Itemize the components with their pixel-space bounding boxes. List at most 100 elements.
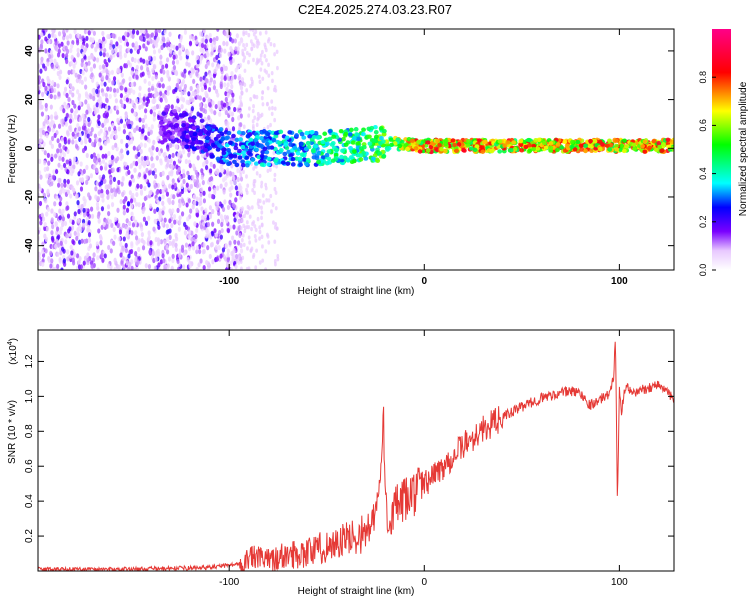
spectrogram-point bbox=[115, 41, 119, 47]
spectrogram-point bbox=[62, 152, 66, 158]
spectrogram-point bbox=[112, 76, 117, 82]
spectrogram-point bbox=[92, 252, 96, 258]
spectrogram-point bbox=[219, 214, 224, 220]
spectrogram-point bbox=[55, 195, 59, 201]
spectrogram-point bbox=[220, 74, 225, 81]
spectrogram-point bbox=[292, 145, 298, 150]
spectrogram-point bbox=[242, 43, 245, 48]
spectrogram-point bbox=[87, 232, 92, 238]
spectrogram-point bbox=[163, 29, 167, 35]
spectrogram-point bbox=[43, 150, 47, 156]
spectrogram-point bbox=[201, 161, 206, 168]
spectrogram-point bbox=[53, 58, 57, 64]
spectrogram-point bbox=[90, 72, 94, 78]
spectrogram-point bbox=[53, 201, 57, 207]
spectrogram-point bbox=[180, 132, 186, 137]
spectrogram-point bbox=[106, 86, 110, 92]
spectrogram-point bbox=[258, 31, 262, 36]
spectrogram-point bbox=[77, 171, 81, 177]
spectrogram-point bbox=[275, 164, 278, 169]
spectrogram-point bbox=[186, 170, 190, 176]
spectrogram-point bbox=[109, 248, 113, 254]
spectrogram-point bbox=[305, 140, 311, 146]
spectrogram-point bbox=[149, 240, 153, 246]
spectrogram-point bbox=[73, 103, 77, 109]
spectrogram-point bbox=[60, 41, 64, 47]
spectrogram-point bbox=[302, 157, 307, 162]
spectrogram-point bbox=[234, 253, 239, 260]
spectrogram-point bbox=[371, 138, 377, 143]
spectrogram-point bbox=[90, 54, 95, 60]
spectrogram-point bbox=[96, 195, 100, 202]
spectrogram-point bbox=[200, 206, 204, 212]
spectrogram-point bbox=[76, 226, 80, 233]
spectrogram-point bbox=[229, 79, 233, 85]
spectrogram-point bbox=[54, 222, 58, 228]
spectrogram-point bbox=[244, 210, 248, 215]
spectrogram-point bbox=[66, 183, 70, 189]
spectrogram-point bbox=[40, 212, 44, 218]
spectrogram-point bbox=[174, 242, 178, 248]
spectrogram-point bbox=[53, 153, 58, 159]
spectrogram-point bbox=[119, 199, 123, 205]
spectrogram-point bbox=[83, 136, 88, 142]
spectrogram-point bbox=[239, 195, 242, 201]
spectrogram-point bbox=[101, 192, 105, 199]
spectrogram-point bbox=[164, 107, 170, 113]
spectrogram-point bbox=[250, 141, 256, 147]
spectrogram-point bbox=[163, 184, 167, 190]
spectrogram-point bbox=[245, 174, 248, 179]
spectrogram-point bbox=[230, 84, 234, 90]
spectrogram-point bbox=[273, 52, 277, 57]
spectrogram-point bbox=[161, 170, 165, 176]
spectrogram-point bbox=[58, 215, 62, 221]
spectrogram-point bbox=[102, 221, 106, 227]
spectrogram-point bbox=[542, 140, 547, 146]
spectrogram-point bbox=[55, 226, 60, 232]
spectrogram-point bbox=[253, 234, 257, 239]
spectrogram-point bbox=[135, 98, 139, 104]
spectrogram-point bbox=[523, 144, 529, 150]
spectrogram-point bbox=[183, 83, 188, 90]
spectrogram-point bbox=[224, 181, 228, 187]
spectrogram-point bbox=[208, 186, 212, 192]
spectrogram-point bbox=[171, 178, 175, 184]
spectrogram-point bbox=[46, 179, 50, 185]
spectrogram-point bbox=[120, 148, 124, 154]
page-title: C2E4.2025.274.03.23.R07 bbox=[298, 2, 452, 17]
spectrogram-point bbox=[239, 122, 243, 128]
spectrogram-point bbox=[105, 223, 109, 229]
spectrogram-point bbox=[154, 91, 158, 98]
spectrogram-point bbox=[239, 113, 243, 119]
spectrogram-point bbox=[113, 266, 117, 270]
spectrogram-point bbox=[76, 231, 80, 238]
spectrogram-point bbox=[250, 157, 256, 162]
spectrogram-point bbox=[159, 160, 163, 166]
spectrogram-point bbox=[230, 250, 234, 257]
spectrogram-point bbox=[202, 190, 206, 196]
spectrogram-point bbox=[98, 72, 102, 78]
spectrogram-point bbox=[535, 146, 541, 151]
spectrogram-point bbox=[38, 183, 41, 189]
spectrogram-point bbox=[253, 190, 256, 196]
spectrogram-point bbox=[152, 116, 156, 122]
spectrogram-point bbox=[38, 170, 42, 176]
spectrogram-point bbox=[71, 239, 75, 245]
spectrogram-point bbox=[259, 53, 263, 58]
spectrogram-point bbox=[106, 189, 110, 195]
spectrogram-point bbox=[125, 97, 129, 103]
spectrogram-point bbox=[179, 55, 183, 61]
spectrogram-point bbox=[264, 141, 270, 147]
spectrogram-point bbox=[119, 118, 124, 124]
spectrogram-point bbox=[248, 106, 251, 111]
spectrogram-point bbox=[244, 155, 250, 160]
spectrogram-point bbox=[103, 47, 107, 53]
spectrogram-point bbox=[97, 114, 101, 120]
spectrogram-point bbox=[260, 112, 264, 118]
spectrogram-point bbox=[188, 163, 192, 169]
spectrogram-point bbox=[245, 88, 249, 93]
spectrogram-point bbox=[255, 248, 259, 253]
spectrogram-point bbox=[212, 163, 216, 169]
spectrogram-point bbox=[482, 139, 488, 144]
spectrogram-point bbox=[124, 247, 129, 254]
